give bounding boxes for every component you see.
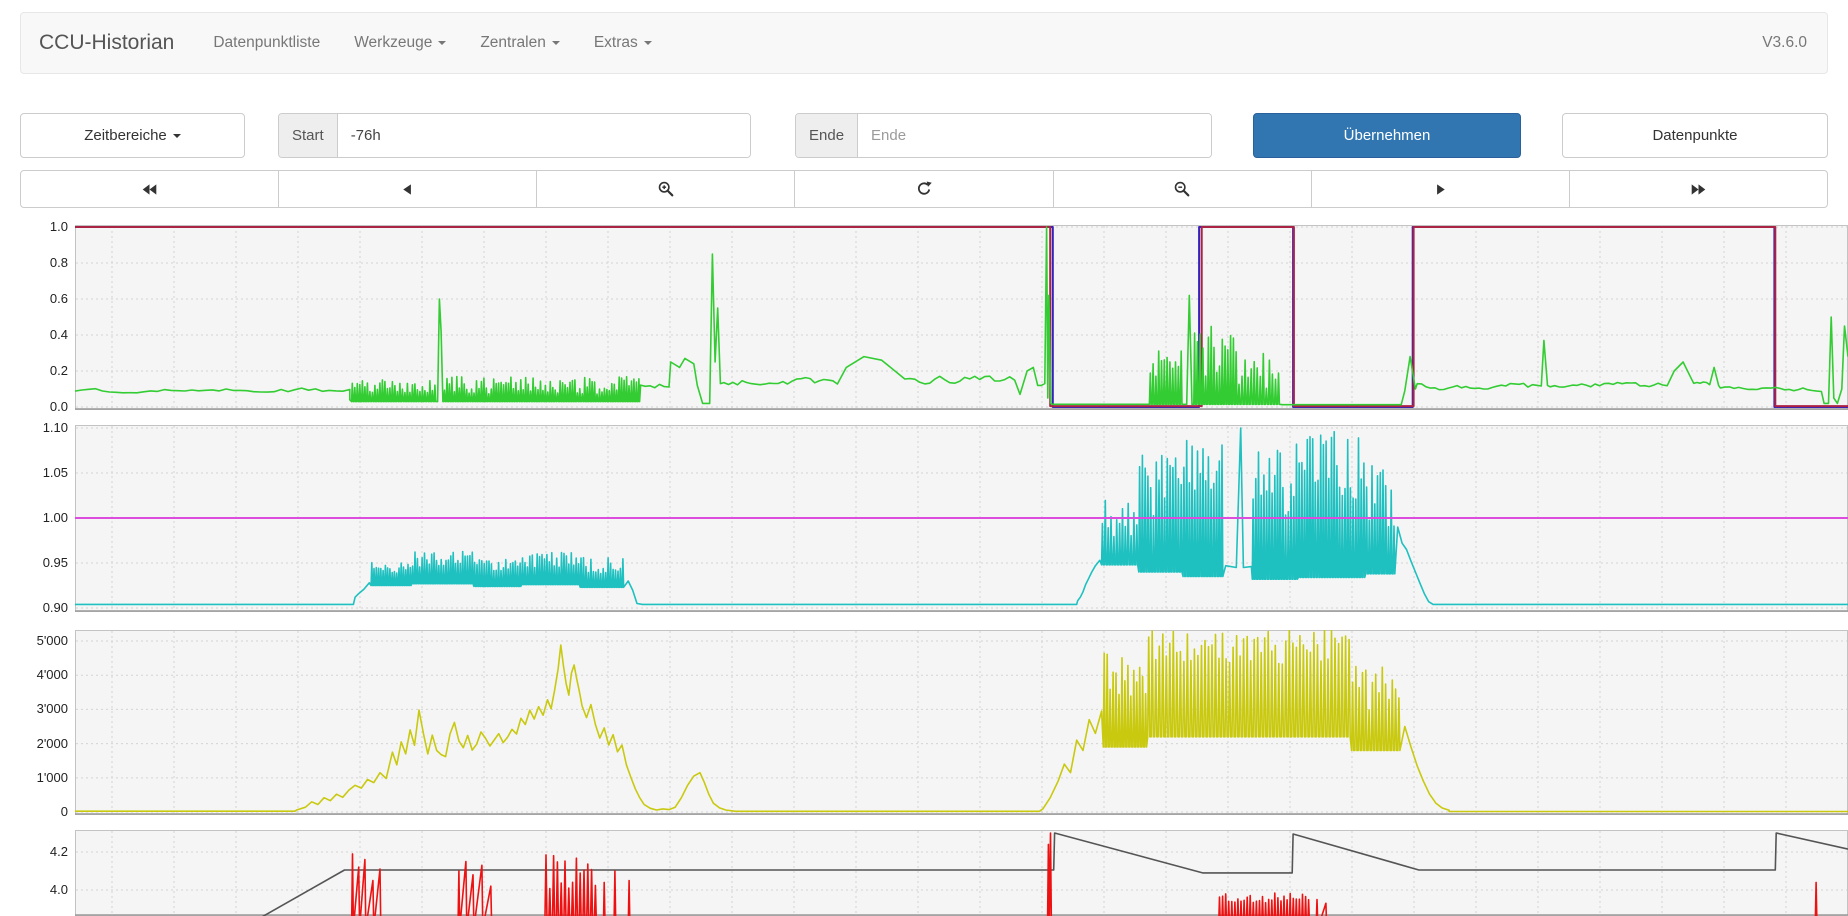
start-addon-label: Start xyxy=(279,114,338,157)
start-input-group: Start xyxy=(278,113,751,158)
series-voltage-gray xyxy=(261,832,1848,916)
y-axis-tick-label: 0.95 xyxy=(42,555,68,571)
y-axis-tick-label: 3'000 xyxy=(36,701,68,717)
chart-plot-area xyxy=(75,830,1848,916)
caret-down-icon xyxy=(172,133,181,138)
step-backward-icon xyxy=(403,183,412,195)
app-brand[interactable]: CCU-Historian xyxy=(39,31,175,54)
series-analog-cyan xyxy=(75,427,1848,606)
caret-down-icon xyxy=(438,41,447,45)
datenpunkte-button[interactable]: Datenpunkte xyxy=(1562,113,1828,158)
start-input[interactable] xyxy=(337,114,750,157)
fast-backward-button[interactable] xyxy=(20,170,280,208)
y-axis-tick-label: 5'000 xyxy=(36,633,68,648)
y-axis-tick-label: 1.05 xyxy=(42,464,68,480)
chart-plot-area xyxy=(75,225,1848,410)
step-forward-button[interactable] xyxy=(1310,170,1570,208)
caret-down-icon xyxy=(551,41,560,45)
chart-plot-area xyxy=(75,425,1848,612)
nav-item-datenpunktliste[interactable]: Datenpunktliste xyxy=(196,34,337,52)
ende-input[interactable] xyxy=(858,114,1211,157)
chart-panel-voltage: 4.2 4.0 xyxy=(0,830,1848,916)
y-axis-tick-label: 0.4 xyxy=(49,326,68,342)
chart-panel-binary-states: 1.0 0.8 0.6 0.4 0.2 0.0 xyxy=(0,219,1848,414)
series-power-yellow xyxy=(75,630,1848,813)
series-current-red xyxy=(350,832,1818,916)
caret-down-icon xyxy=(643,41,652,45)
y-axis-tick-label: 1.0 xyxy=(49,219,68,234)
zoom-out-icon xyxy=(1174,181,1190,197)
y-axis-labels: 4.2 4.0 xyxy=(0,830,68,916)
y-axis-tick-label: 0.8 xyxy=(49,254,68,270)
chart-navigation-toolbar xyxy=(20,170,1828,208)
zoom-in-button[interactable] xyxy=(536,170,796,208)
chart-panel-ratio: 1.10 1.05 1.00 0.95 0.90 xyxy=(0,420,1848,615)
y-axis-tick-label: 0 xyxy=(60,804,68,820)
y-axis-tick-label: 4'000 xyxy=(36,667,68,683)
chart-panel-power: 5'000 4'000 3'000 2'000 1'000 0 xyxy=(0,630,1848,819)
version-label: V3.6.0 xyxy=(1762,34,1807,51)
series-analog-green xyxy=(75,226,1848,406)
ende-addon-label: Ende xyxy=(796,114,859,157)
nav-item-label: Werkzeuge xyxy=(354,34,433,51)
y-axis-tick-label: 4.2 xyxy=(49,843,68,859)
y-axis-tick-label: 1.00 xyxy=(42,510,68,525)
zoom-out-button[interactable] xyxy=(1052,170,1312,208)
time-range-toolbar: Zeitbereiche Start Ende Übernehmen Daten… xyxy=(0,113,1848,158)
y-axis-tick-label: 0.0 xyxy=(49,398,68,414)
nav-item-zentralen[interactable]: Zentralen xyxy=(463,34,576,52)
fast-backward-icon xyxy=(142,183,157,195)
zeitbereiche-label: Zeitbereiche xyxy=(84,127,167,144)
y-axis-tick-label: 1'000 xyxy=(36,769,68,785)
nav-item-label: Zentralen xyxy=(480,34,546,51)
refresh-button[interactable] xyxy=(794,170,1054,208)
y-axis-tick-label: 2'000 xyxy=(36,735,68,751)
step-backward-button[interactable] xyxy=(278,170,538,208)
y-axis-labels: 1.0 0.8 0.6 0.4 0.2 0.0 xyxy=(0,219,68,414)
step-forward-icon xyxy=(1436,183,1445,195)
uebernehmen-button[interactable]: Übernehmen xyxy=(1253,113,1521,158)
fast-forward-icon xyxy=(1691,183,1706,195)
fast-forward-button[interactable] xyxy=(1568,170,1828,208)
refresh-icon xyxy=(917,181,932,195)
navbar: CCU-Historian Datenpunktliste Werkzeuge … xyxy=(20,12,1828,74)
y-axis-tick-label: 0.6 xyxy=(49,290,68,306)
y-axis-labels: 1.10 1.05 1.00 0.95 0.90 xyxy=(0,420,68,615)
nav-item-werkzeuge[interactable]: Werkzeuge xyxy=(337,34,463,52)
ende-input-group: Ende xyxy=(795,113,1212,158)
y-axis-tick-label: 0.90 xyxy=(42,600,68,616)
y-axis-tick-label: 0.2 xyxy=(49,362,68,378)
chart-plot-area xyxy=(75,630,1848,815)
zeitbereiche-dropdown-button[interactable]: Zeitbereiche xyxy=(20,113,245,158)
zoom-in-icon xyxy=(658,181,674,197)
y-axis-tick-label: 1.10 xyxy=(42,419,68,435)
nav-item-label: Extras xyxy=(593,34,638,51)
y-axis-labels: 5'000 4'000 3'000 2'000 1'000 0 xyxy=(0,630,68,819)
y-axis-tick-label: 4.0 xyxy=(49,881,68,897)
nav-item-label: Datenpunktliste xyxy=(213,34,321,51)
nav-item-extras[interactable]: Extras xyxy=(577,34,669,52)
